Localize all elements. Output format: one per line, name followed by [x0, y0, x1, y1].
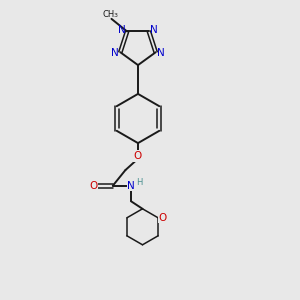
Text: N: N	[127, 181, 135, 191]
Text: 3: 3	[114, 14, 118, 18]
Text: N: N	[111, 48, 119, 58]
Text: CH: CH	[103, 10, 115, 19]
Text: H: H	[136, 178, 143, 187]
Text: O: O	[158, 213, 166, 223]
Text: N: N	[157, 48, 165, 58]
Text: O: O	[89, 181, 98, 191]
Text: N: N	[150, 25, 158, 35]
Text: O: O	[134, 151, 142, 161]
Text: N: N	[118, 25, 126, 35]
